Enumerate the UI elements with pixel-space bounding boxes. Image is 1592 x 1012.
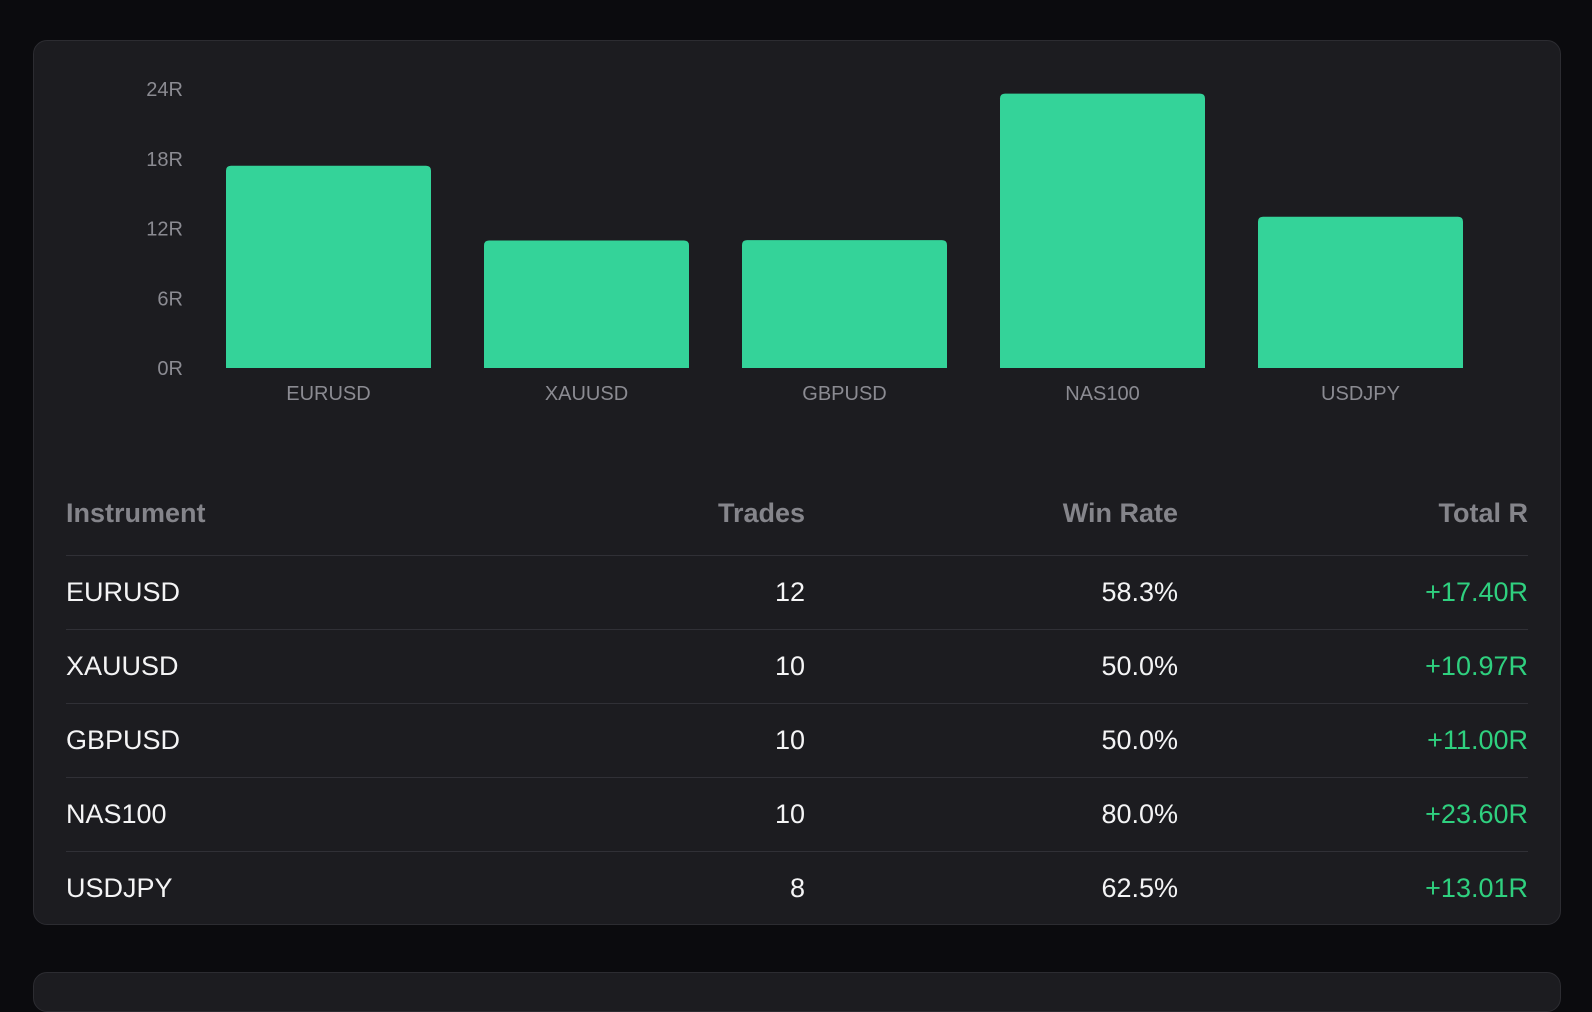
header-total-r[interactable]: Total R [1178,471,1528,556]
row-total-r: +11.00R [1178,703,1528,778]
bar-xauusd[interactable] [484,240,689,368]
x-tick-label: EURUSD [286,383,370,405]
next-card [33,972,1561,1012]
row-total-r: +13.01R [1425,873,1528,903]
table-row[interactable]: NAS100 10 80.0% +23.60R [66,777,1528,852]
row-instrument: EURUSD [66,555,436,630]
row-instrument: XAUUSD [66,629,436,704]
row-trades: 10 [436,629,805,704]
y-tick-label: 0R [157,358,183,380]
table-row[interactable]: XAUUSD 10 50.0% +10.97R [66,629,1528,704]
row-instrument: NAS100 [66,777,436,852]
y-tick-label: 12R [146,219,183,241]
table-header-row: Instrument Trades Win Rate Total R [66,471,1528,556]
x-tick-label: USDJPY [1321,383,1400,405]
row-instrument: USDJPY [66,873,173,903]
row-win-rate: 58.3% [805,555,1178,630]
row-win-rate: 62.5% [1101,873,1178,903]
row-win-rate: 50.0% [805,703,1178,778]
row-total-r: +17.40R [1178,555,1528,630]
bar-gbpusd[interactable] [742,240,947,368]
header-win-rate[interactable]: Win Rate [805,471,1178,556]
y-tick-label: 18R [146,149,183,171]
row-trades: 10 [436,703,805,778]
row-trades: 10 [436,777,805,852]
row-instrument: GBPUSD [66,703,436,778]
row-win-rate: 80.0% [805,777,1178,852]
table-row[interactable]: GBPUSD 10 50.0% +11.00R [66,703,1528,778]
row-total-r: +23.60R [1178,777,1528,852]
bar-eurusd[interactable] [226,165,431,368]
x-tick-label: GBPUSD [802,383,886,405]
instrument-bar-chart: 0R 6R 12R 18R 24R EURUSD XAUUSD GBPUSD NAS100 USD… [146,79,1463,405]
table-row[interactable]: USDJPY 8 62.5% +13.01R [66,852,1528,926]
header-instrument[interactable]: Instrument [66,471,436,556]
row-total-r: +10.97R [1178,629,1528,704]
x-tick-label: XAUUSD [545,383,628,405]
y-tick-label: 24R [146,79,183,101]
bar-usdjpy[interactable] [1258,216,1463,368]
x-tick-label: NAS100 [1065,383,1140,405]
row-trades: 12 [436,555,805,630]
header-trades[interactable]: Trades [436,471,805,556]
row-win-rate: 50.0% [805,629,1178,704]
row-trades: 8 [789,873,805,903]
y-tick-label: 6R [157,288,183,310]
table-row[interactable]: EURUSD 12 58.3% +17.40R [66,555,1528,630]
instrument-stats-table: Instrument Trades Win Rate Total R EURUS… [66,471,1528,925]
bar-nas100[interactable] [1000,93,1205,369]
instrument-performance-card: 0R 6R 12R 18R 24R EURUSD XAUUSD GBPUSD NAS100 USD… [33,40,1561,925]
